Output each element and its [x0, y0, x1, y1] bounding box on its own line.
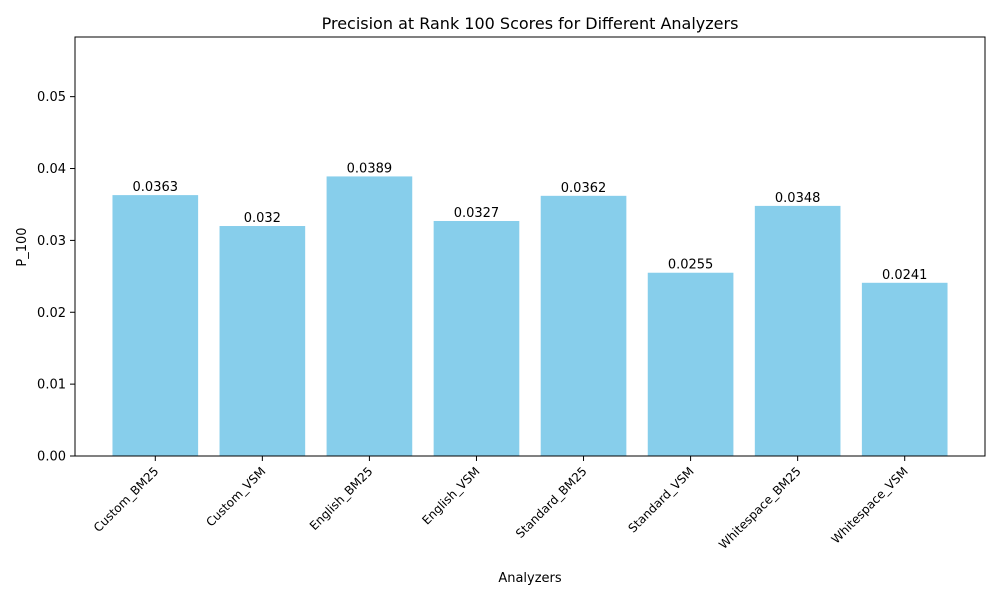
bar [219, 226, 306, 456]
bar-value-label: 0.0348 [775, 191, 821, 206]
y-tick-label: 0.02 [37, 306, 66, 321]
bar [647, 272, 734, 456]
bar [112, 195, 199, 457]
y-tick-label: 0.05 [37, 90, 66, 105]
x-tick-label: Custom_BM25 [91, 464, 162, 535]
x-axis: Custom_BM25 Custom_VSM English_BM25 English… [91, 456, 911, 552]
x-tick-label: Whitespace_BM25 [716, 464, 804, 552]
y-tick-label: 0.03 [37, 234, 66, 249]
bar [433, 220, 520, 456]
bar-value-label: 0.0327 [454, 206, 500, 221]
x-tick-label: Custom_VSM [203, 464, 268, 529]
bar-value-label: 0.0255 [668, 258, 714, 273]
bar [326, 176, 413, 456]
bar-value-label: 0.0362 [561, 181, 607, 196]
bar-value-label: 0.0241 [882, 268, 928, 283]
bar [754, 205, 841, 456]
x-tick-label: Whitespace_VSM [829, 464, 911, 546]
bars-group [112, 176, 948, 457]
x-tick-label: Standard_BM25 [513, 464, 590, 541]
chart-title: Precision at Rank 100 Scores for Differe… [322, 14, 739, 33]
y-tick-label: 0.01 [37, 378, 66, 393]
bar-value-label: 0.0363 [133, 180, 179, 195]
bar-value-label: 0.0389 [347, 161, 393, 176]
bar [540, 195, 627, 456]
value-labels-group: 0.0363 0.032 0.0389 0.0327 0.0362 0.0255 0.034… [133, 161, 928, 282]
y-tick-label: 0.00 [37, 450, 66, 465]
plot-frame [74, 36, 986, 457]
bar-value-label: 0.032 [244, 211, 281, 226]
y-axis: 0.00 0.01 0.02 0.03 0.04 0.05 [37, 90, 75, 465]
bar [861, 282, 948, 456]
x-tick-label: English_VSM [419, 464, 482, 527]
y-tick-label: 0.04 [37, 162, 66, 177]
x-axis-label: Analyzers [498, 571, 562, 586]
y-axis-label: P_100 [15, 227, 30, 266]
x-tick-label: Standard_VSM [625, 464, 696, 535]
x-tick-label: English_BM25 [307, 464, 376, 533]
